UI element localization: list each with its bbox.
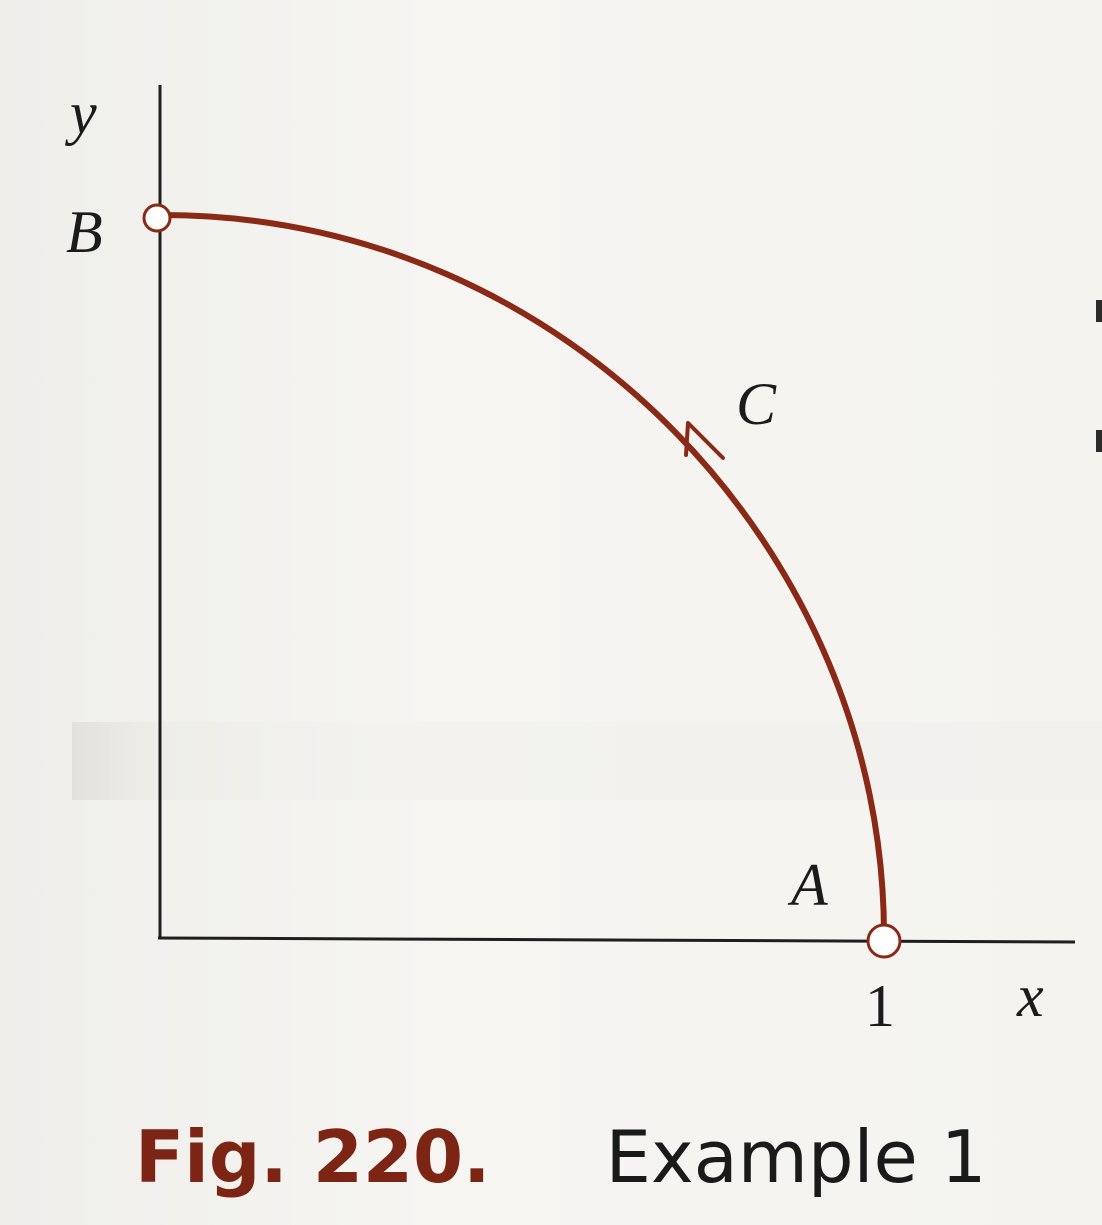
- curve-c: [159, 212, 887, 938]
- point-b-label: B: [66, 199, 103, 265]
- edge-mark: [1096, 300, 1102, 322]
- caption-number: Fig. 220.: [135, 1115, 491, 1199]
- x-tick-label: 1: [865, 973, 895, 1039]
- point-a-label: A: [787, 852, 828, 918]
- x-axis: [157, 936, 1076, 944]
- edge-mark: [1096, 430, 1102, 452]
- x-axis-label: x: [1016, 963, 1044, 1029]
- point-b-marker: [142, 203, 172, 233]
- direction-arrow: [684, 421, 725, 460]
- background-shade: [72, 722, 1102, 800]
- y-axis-label: y: [64, 80, 97, 146]
- curve-c-label: C: [736, 371, 777, 437]
- figure-caption: Fig. 220. Example 1: [135, 1112, 987, 1202]
- caption-text: Example 1: [605, 1115, 987, 1199]
- point-a-marker: [866, 923, 902, 959]
